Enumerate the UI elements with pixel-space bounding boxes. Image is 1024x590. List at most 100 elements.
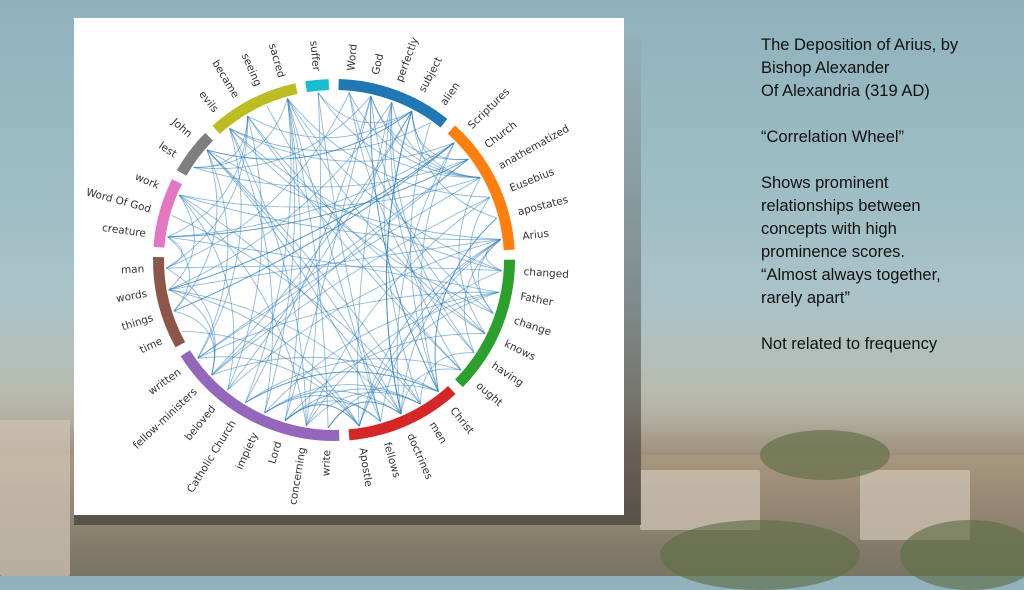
description-line: rarely apart”: [761, 289, 850, 307]
wheel-word-label: Church: [482, 119, 519, 151]
wheel-word-label: Apostle: [357, 447, 375, 488]
chord-line: [168, 194, 195, 291]
wheel-word-label: Father: [519, 291, 554, 309]
chord-line: [390, 102, 462, 371]
chord-line: [370, 96, 439, 392]
wheel-group-arc: [176, 132, 214, 176]
title-line: The Deposition of Arius, by: [761, 36, 959, 54]
chord-line: [469, 196, 494, 314]
chord-line: [167, 236, 190, 312]
wheel-word-label: change: [512, 315, 552, 339]
chord-line: [247, 110, 413, 139]
wheel-word-label: Eusebius: [508, 166, 556, 195]
chord-line: [458, 177, 486, 334]
chord-line: [463, 239, 502, 353]
chord-line: [227, 115, 263, 391]
description-line: Shows prominent: [761, 174, 889, 192]
chord-line: [229, 128, 494, 314]
wheel-group-arc: [454, 259, 515, 388]
title-line: Bishop Alexander: [761, 59, 890, 77]
chord-line: [287, 98, 381, 422]
wheel-group-arc: [447, 125, 515, 251]
slide-title: The Deposition of Arius, by Bishop Alexa…: [761, 34, 1011, 103]
wheel-word-label: John: [168, 115, 194, 140]
wheel-word-label: write: [320, 450, 333, 477]
wheel-word-label: became: [209, 58, 241, 100]
chord-line: [411, 111, 497, 219]
wheel-word-label: knows: [502, 338, 537, 363]
chord-line: [370, 96, 486, 334]
chord-line: [229, 128, 502, 272]
chord-line: [287, 98, 490, 198]
wheel-word-label: concerning: [287, 446, 308, 505]
chord-line: [409, 122, 439, 392]
chord-line: [245, 358, 462, 404]
chord-line: [348, 92, 475, 353]
chord-line: [358, 270, 502, 427]
chord-line: [284, 95, 372, 421]
description-line: concepts with high: [761, 220, 897, 238]
wheel-word-label: suffer: [307, 40, 322, 72]
chord-line: [434, 217, 497, 392]
chord-line: [305, 391, 421, 427]
chord-line: [166, 265, 502, 272]
chord-line: [317, 92, 381, 422]
wheel-group-arc: [180, 350, 340, 441]
wheel-group-arc: [348, 385, 456, 441]
background-tree: [660, 520, 860, 590]
chord-line: [168, 102, 393, 291]
chord-line: [211, 196, 491, 376]
chord-line: [305, 92, 321, 426]
wheel-word-label: Word Of God: [85, 186, 153, 215]
chord-line: [348, 92, 494, 314]
chord-line: [287, 98, 486, 334]
wheel-group-arc: [212, 83, 298, 135]
chord-line: [229, 128, 274, 414]
chord-line: [358, 239, 501, 427]
footer-text: Not related to frequency: [761, 335, 938, 353]
chord-line: [287, 98, 329, 428]
wheel-word-label: beloved: [183, 403, 219, 443]
chord-line: [266, 105, 462, 371]
chord-line: [197, 356, 360, 427]
wheel-word-label: ought: [474, 380, 505, 409]
wheel-word-label: fellows: [381, 441, 403, 479]
chord-line: [284, 98, 302, 421]
chord-line: [206, 149, 402, 415]
slide-notes: The Deposition of Arius, by Bishop Alexa…: [761, 34, 1011, 379]
wheel-word-label: time: [138, 335, 165, 356]
chord-line: [348, 92, 481, 179]
wheel-word-label: Arius: [522, 228, 550, 243]
wheel-word-label: subject: [417, 55, 445, 94]
wheel-word-label: having: [489, 360, 525, 390]
wheel-word-label: Lord: [266, 440, 284, 465]
slide-footer: Not related to frequency: [761, 333, 1011, 356]
wheel-word-label: man: [121, 263, 145, 276]
wheel-word-label: God: [370, 53, 386, 76]
wheel-word-label: written: [146, 366, 183, 397]
chord-line: [400, 368, 462, 415]
chord-line: [357, 102, 393, 427]
chord-line: [173, 149, 218, 312]
chord-line: [264, 384, 421, 414]
description-line: relationships between: [761, 197, 921, 215]
wheel-word-label: impiety: [234, 431, 261, 472]
chord-line: [193, 95, 372, 170]
wheel-word-label: perfectly: [394, 36, 421, 84]
subtitle-text: “Correlation Wheel”: [761, 128, 905, 146]
chord-line: [264, 395, 381, 422]
wheel-word-label: Christ: [447, 405, 476, 437]
chord-line: [247, 115, 462, 371]
background-tree: [760, 430, 890, 480]
chord-line: [227, 110, 413, 391]
chord-line: [168, 289, 360, 427]
slide-description: Shows prominent relationships between co…: [761, 172, 1011, 310]
wheel-group-arc: [153, 179, 182, 248]
chord-lines: [165, 92, 502, 429]
chord-line: [173, 142, 455, 312]
wheel-word-label: creature: [101, 222, 146, 240]
wheel-word-label: sacred: [266, 42, 287, 79]
chord-line: [385, 110, 413, 415]
chord-line: [284, 400, 381, 422]
chord-line: [391, 102, 475, 353]
